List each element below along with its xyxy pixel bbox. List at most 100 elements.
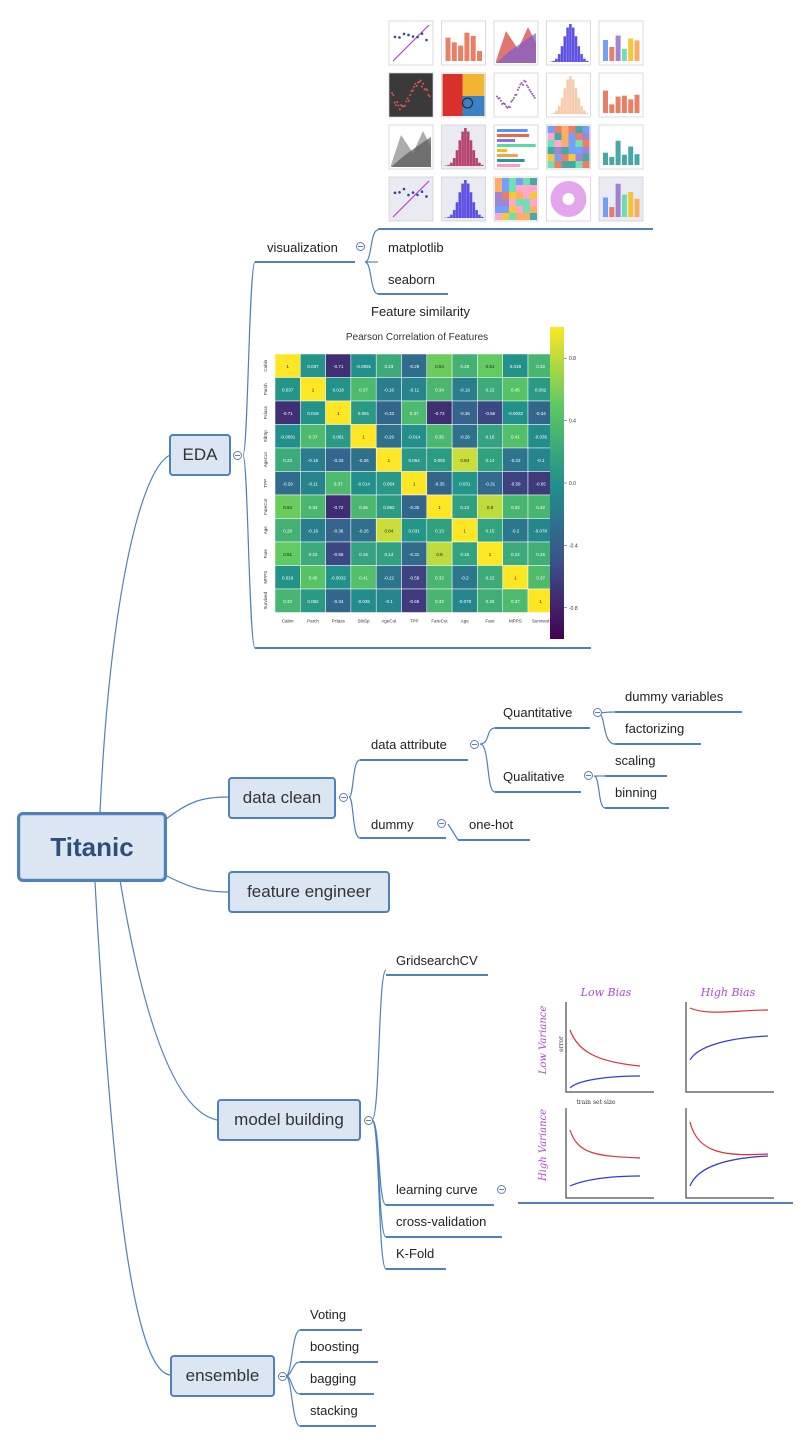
thumb-bar [628, 38, 634, 61]
thumb-grid-cell [575, 154, 583, 161]
lc-curve-blue [569, 1175, 641, 1187]
node-binning[interactable]: binning [615, 785, 657, 800]
heatmap-value: -0.16 [308, 458, 319, 463]
node-data-attribute[interactable]: data attribute [371, 737, 447, 752]
heatmap-value: 1 [337, 411, 340, 416]
thumb-grid-cell [509, 206, 516, 213]
collapse-eda-icon[interactable] [233, 451, 242, 460]
heatmap-value: 1 [489, 552, 492, 557]
heatmap-value: 0.8 [487, 505, 494, 510]
node-dummy-variables[interactable]: dummy variables [625, 689, 724, 704]
root-node-titanic[interactable]: Titanic [17, 812, 167, 882]
node-model-building[interactable]: model building [217, 1099, 361, 1141]
heatmap-value: 1 [362, 434, 365, 439]
thumb-grid-cell [568, 154, 576, 161]
heatmap-value: 0.35 [359, 505, 368, 510]
node-matplotlib[interactable]: matplotlib [388, 240, 444, 255]
colorbar-tick-label: -0.4 [569, 543, 578, 549]
node-scaling[interactable]: scaling [615, 753, 656, 768]
node-qualitative[interactable]: Qualitative [503, 769, 565, 784]
node-k-fold[interactable]: K-Fold [396, 1246, 435, 1261]
node-seaborn[interactable]: seaborn [388, 272, 435, 287]
thumb-wave-point [503, 102, 506, 105]
thumb-wave-point [529, 90, 532, 93]
heatmap-colorbar [550, 327, 564, 639]
heatmap-value: -0.22 [510, 458, 521, 463]
node-gridsearchcv[interactable]: GridsearchCV [396, 953, 478, 968]
thumb-point [425, 38, 428, 42]
thumb-hist-bar [464, 180, 467, 218]
collapse-data-attribute-icon[interactable] [470, 740, 479, 749]
thumb-grid-cell [575, 133, 583, 140]
heatmap-value: 0.54 [435, 364, 444, 369]
collapse-data-clean-icon[interactable] [339, 793, 348, 802]
thumb-hist-bar [475, 158, 478, 166]
node-cross-validation[interactable]: cross-validation [396, 1214, 487, 1229]
heatmap-value: -0.26 [460, 434, 471, 439]
node-learning-curve[interactable]: learning curve [396, 1182, 478, 1197]
thumb-grid-cell [495, 206, 502, 213]
thumb-bar [603, 197, 608, 217]
thumb-hist-bar [461, 131, 464, 166]
node-boosting[interactable]: boosting [310, 1339, 360, 1354]
heatmap-value: 1 [539, 599, 542, 604]
thumb-wave-point [520, 81, 523, 84]
node-one-hot[interactable]: one-hot [469, 817, 514, 832]
node-visualization[interactable]: visualization [267, 240, 338, 255]
node-ensemble[interactable]: ensemble [170, 1355, 275, 1397]
thumb-wave-point [419, 79, 422, 82]
collapse-qualitative-icon[interactable] [584, 771, 593, 780]
thumb-hist-bar [466, 131, 470, 166]
thumb-grid-cell [582, 140, 590, 147]
thumb-hist-bar [560, 46, 564, 62]
thumb-grid-cell [523, 178, 530, 185]
thumb-grid-cell [561, 126, 569, 133]
collapse-dummy-icon[interactable] [437, 819, 446, 828]
heatmap-value: 0.34 [435, 387, 444, 392]
heatmap-value: 0.23 [384, 364, 393, 369]
node-quantitative[interactable]: Quantitative [503, 705, 573, 720]
thumb-point [393, 35, 397, 39]
heatmap-value: -0.36 [460, 411, 471, 416]
thumb-point [416, 193, 419, 197]
node-data-clean[interactable]: data clean [228, 777, 336, 819]
node-voting[interactable]: Voting [310, 1307, 347, 1322]
thumb-hist-bar [580, 106, 583, 114]
node-feature-engineer[interactable]: feature engineer [228, 871, 390, 913]
heatmap-value: -0.16 [384, 387, 395, 392]
heatmap-value: 0.41 [359, 575, 368, 580]
node-eda[interactable]: EDA [169, 434, 231, 476]
thumb-point [398, 191, 401, 194]
thumb-grid-cell [516, 185, 523, 192]
thumb-bar [603, 40, 608, 61]
collapse-learning-curve-icon[interactable] [497, 1185, 506, 1194]
thumb-grid-cell [582, 147, 590, 154]
heatmap-value: -0.035 [534, 434, 547, 439]
thumb-grid-cell [509, 213, 516, 220]
collapse-model-building-icon[interactable] [364, 1116, 373, 1125]
thumb-grid-cell [575, 140, 583, 147]
collapse-quantitative-icon[interactable] [593, 708, 602, 717]
thumb-hist-bar [450, 214, 453, 218]
thumb-wave-point [498, 96, 501, 99]
collapse-ensemble-icon[interactable] [278, 1372, 287, 1381]
thumb-grid-cell [495, 199, 502, 206]
node-bagging[interactable]: bagging [310, 1371, 357, 1386]
heatmap-value: 0.031 [409, 528, 421, 533]
collapse-visualization-icon[interactable] [356, 242, 365, 251]
heatmap-value: -0.29 [409, 364, 420, 369]
thumb-wave-point [414, 82, 417, 85]
thumb-grid-cell [575, 161, 583, 168]
node-dummy[interactable]: dummy [371, 817, 414, 832]
thumb-bar [634, 198, 640, 217]
thumb-wave-point [515, 93, 518, 96]
thumb-hist-bar [447, 216, 450, 218]
node-stacking[interactable]: stacking [310, 1403, 358, 1418]
underline-gridsearchcv [386, 974, 488, 976]
node-factorizing[interactable]: factorizing [625, 721, 685, 736]
root-label: Titanic [50, 831, 134, 862]
thumb-wave-point [405, 100, 408, 103]
underline-one-hot [458, 839, 530, 841]
heatmap-y-label: Pclass [263, 405, 268, 419]
